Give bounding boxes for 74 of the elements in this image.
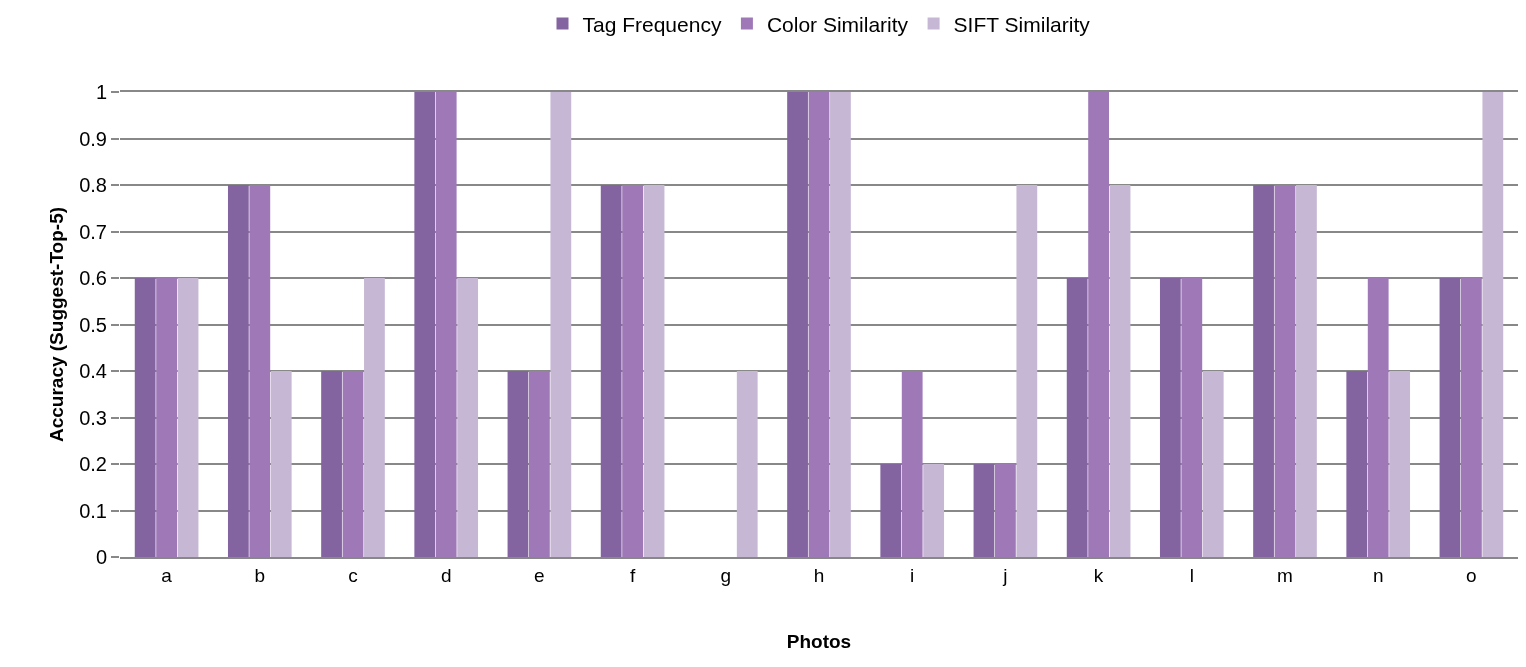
bar [1439, 278, 1461, 557]
bar [736, 371, 758, 557]
bar [830, 92, 851, 557]
bar [1346, 371, 1368, 557]
x-tick-label: a [161, 564, 173, 586]
bar [643, 185, 665, 557]
bar [995, 464, 1016, 557]
bar [529, 371, 550, 557]
bar [1109, 185, 1131, 557]
bar [249, 185, 271, 557]
bar [507, 371, 529, 557]
x-tick-label: b [254, 564, 266, 586]
bar [177, 278, 199, 557]
x-axis-title: Photos [786, 630, 852, 652]
bar [156, 278, 177, 557]
bar [1482, 92, 1504, 557]
bar [1088, 92, 1109, 557]
bar [1181, 278, 1203, 557]
bar [457, 278, 479, 557]
x-tick-label: c [348, 564, 358, 586]
bar [923, 464, 945, 557]
y-axis-title: Accuracy (Suggest-Top-5) [46, 206, 68, 443]
bar [364, 278, 385, 557]
bar [414, 92, 436, 557]
bar [1202, 371, 1224, 557]
bar [787, 92, 808, 557]
bar [1367, 278, 1389, 557]
bar [808, 92, 830, 557]
x-tick-label: o [1466, 564, 1477, 586]
y-tick-label: 0 [95, 546, 107, 568]
legend-label: Color Similarity [766, 12, 909, 36]
x-tick-label: d [440, 564, 452, 586]
x-tick-label: m [1277, 564, 1293, 586]
x-tick-label: h [813, 564, 825, 586]
bar [1274, 185, 1296, 557]
x-tick-label: l [1189, 564, 1194, 586]
bar [1253, 185, 1274, 557]
bar [973, 464, 995, 557]
legend-label: SIFT Similarity [953, 12, 1091, 36]
x-tick-label: i [910, 564, 915, 586]
bar [1066, 278, 1088, 557]
bar [342, 371, 364, 557]
y-tick-label: 0.4 [79, 360, 107, 382]
y-tick-label: 0.7 [79, 220, 107, 243]
bar [1296, 185, 1317, 557]
bar [901, 371, 923, 557]
bar [435, 92, 457, 557]
bar [550, 92, 572, 557]
bar [321, 371, 342, 557]
y-tick-label: 0.5 [79, 313, 107, 336]
y-tick-label: 0.3 [79, 406, 107, 429]
bar [1389, 371, 1411, 557]
y-tick-label: 0.9 [79, 127, 107, 150]
x-tick-label: f [629, 564, 636, 586]
bar [622, 185, 643, 557]
bar [270, 371, 292, 557]
y-tick-label: 1 [95, 81, 107, 103]
x-tick-label: g [720, 564, 732, 586]
bar [1159, 278, 1181, 557]
x-tick-label: j [1002, 564, 1008, 586]
bar [1016, 185, 1038, 557]
bar [227, 185, 249, 557]
bar [880, 464, 902, 557]
x-tick-label: n [1372, 564, 1384, 586]
y-tick-label: 0.2 [79, 453, 107, 475]
bar [1461, 278, 1482, 557]
x-tick-label: k [1093, 564, 1104, 586]
y-tick-label: 0.1 [79, 499, 107, 522]
bar [134, 278, 156, 557]
bar [600, 185, 622, 557]
x-tick-label: e [534, 564, 545, 586]
legend-label: Tag Frequency [582, 12, 722, 36]
y-tick-label: 0.6 [79, 267, 107, 289]
y-tick-label: 0.8 [79, 174, 107, 196]
